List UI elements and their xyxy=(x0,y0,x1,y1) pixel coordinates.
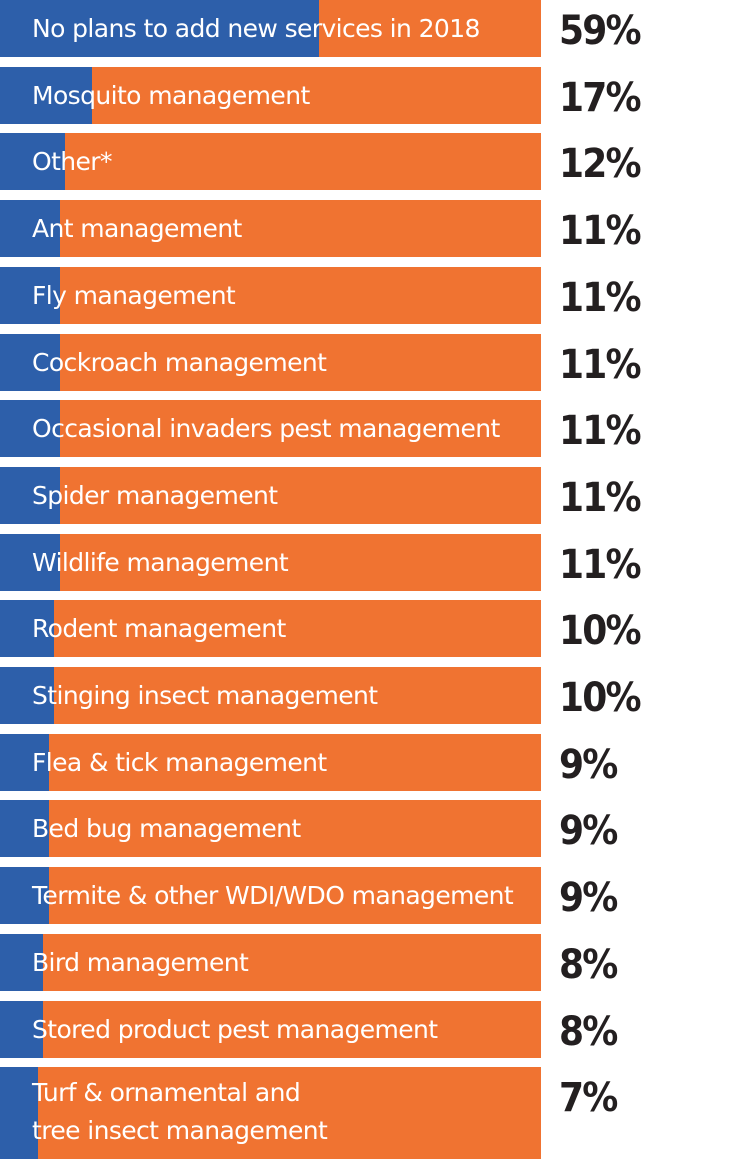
bar-label: Flea & tick management xyxy=(32,747,327,777)
bar xyxy=(0,867,49,925)
bar-row: Wildlife management 11% xyxy=(0,533,731,591)
bar-row: Occasional invaders pest management 11% xyxy=(0,400,731,458)
bar xyxy=(0,800,49,858)
bar-row: Turf & ornamental and tree insect manage… xyxy=(0,1067,731,1160)
value-label: 9% xyxy=(559,808,618,855)
value-label: 11% xyxy=(559,541,642,588)
bar-label: Stored product pest management xyxy=(32,1014,438,1044)
bar-track xyxy=(0,867,541,925)
bar xyxy=(0,466,60,524)
bar-track xyxy=(0,733,541,791)
bar-track xyxy=(0,600,541,658)
bar-label: Rodent management xyxy=(32,614,286,644)
bar-row: Bird management 8% xyxy=(0,933,731,991)
bar-track xyxy=(0,667,541,724)
bar-track xyxy=(0,400,541,458)
value-label: 8% xyxy=(559,941,618,988)
bar-row: Other* 12% xyxy=(0,133,731,191)
bar-row: Spider management 11% xyxy=(0,466,731,524)
bar xyxy=(0,0,320,57)
bar-label: No plans to add new services in 2018 xyxy=(32,14,480,43)
bar-track xyxy=(0,133,541,191)
value-label: 11% xyxy=(559,208,642,255)
bar xyxy=(0,667,55,724)
bar xyxy=(0,200,60,258)
bar-row: Bed bug management 9% xyxy=(0,800,731,858)
bar-row: Rodent management 10% xyxy=(0,600,731,658)
bar-row: Termite & other WDI/WDO management 9% xyxy=(0,867,731,925)
bar xyxy=(0,133,65,191)
bar-label: Termite & other WDI/WDO management xyxy=(32,881,514,911)
bar-track xyxy=(0,800,541,858)
bar-track xyxy=(0,1000,541,1058)
bar xyxy=(0,933,44,991)
bar-label: Mosquito management xyxy=(32,80,310,110)
bar-row: Ant management 11% xyxy=(0,200,731,258)
value-label: 11% xyxy=(559,274,642,321)
bar-label: Other* xyxy=(32,147,112,177)
bar-track xyxy=(0,266,541,324)
bar xyxy=(0,733,49,791)
bar-label: Occasional invaders pest management xyxy=(32,414,500,444)
bar xyxy=(0,600,55,658)
bar xyxy=(0,1067,38,1160)
bar-row: Flea & tick management 9% xyxy=(0,733,731,791)
bar-row: Stored product pest management 8% xyxy=(0,1000,731,1058)
bar xyxy=(0,66,92,124)
bar-track xyxy=(0,1067,541,1160)
bar-label: Bed bug management xyxy=(32,814,301,844)
bar-track xyxy=(0,933,541,991)
value-label: 11% xyxy=(559,408,642,455)
value-label: 8% xyxy=(559,1008,618,1055)
bar-label: Spider management xyxy=(32,480,278,510)
bar-label: Bird management xyxy=(32,947,249,977)
bar xyxy=(0,400,60,458)
bar xyxy=(0,333,60,391)
bar-label: Cockroach management xyxy=(32,347,327,377)
bar-track xyxy=(0,466,541,524)
bar-label: Stinging insect management xyxy=(32,681,378,710)
bar-row: Cockroach management 11% xyxy=(0,333,731,391)
value-label: 11% xyxy=(559,341,642,388)
bar xyxy=(0,266,60,324)
bar-label: Fly management xyxy=(32,280,236,310)
bar xyxy=(0,533,60,591)
value-label: 10% xyxy=(559,675,642,721)
bar-label: Ant management xyxy=(32,214,242,244)
bar-track xyxy=(0,533,541,591)
bar-track xyxy=(0,333,541,391)
bar xyxy=(0,1000,44,1058)
value-label: 11% xyxy=(559,474,642,521)
value-label: 17% xyxy=(559,74,642,121)
bar-track xyxy=(0,200,541,258)
bar-label: Wildlife management xyxy=(32,547,289,577)
bar-row: Mosquito management 17% xyxy=(0,66,731,124)
bar-row: Stinging insect management 10% xyxy=(0,667,731,724)
value-label: 10% xyxy=(559,608,642,655)
value-label: 9% xyxy=(559,741,618,788)
bar-label: Turf & ornamental and tree insect manage… xyxy=(32,1078,328,1146)
value-label: 7% xyxy=(559,1075,618,1122)
bar-row: No plans to add new services in 2018 59% xyxy=(0,0,731,57)
value-label: 9% xyxy=(559,875,618,922)
value-label: 59% xyxy=(559,8,642,54)
value-label: 12% xyxy=(559,141,642,188)
bar-row: Fly management 11% xyxy=(0,266,731,324)
